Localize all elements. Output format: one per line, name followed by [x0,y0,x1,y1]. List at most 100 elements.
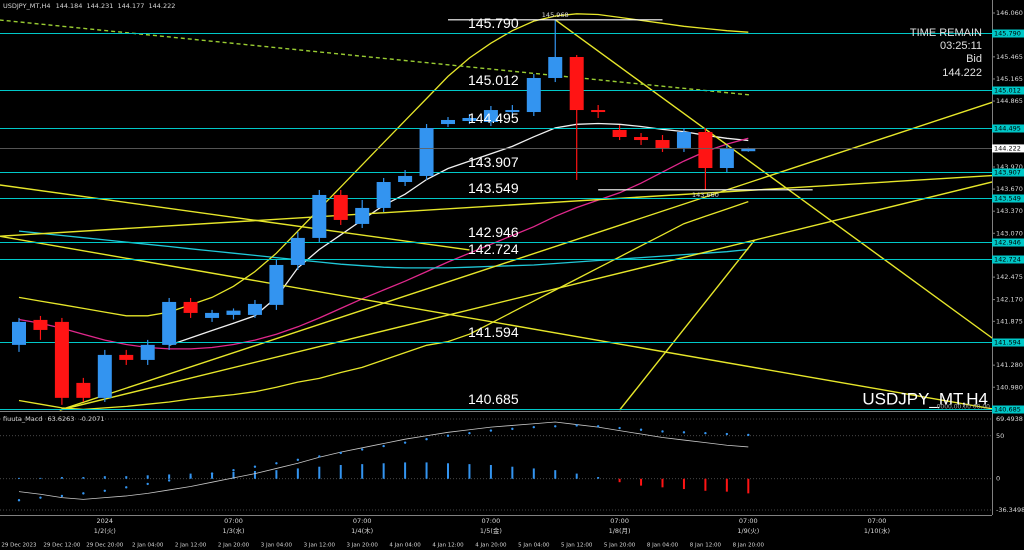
indicator-line [168,122,749,346]
level-box-label: 140.685 [994,406,1021,414]
y-tick-label: 143.970 [996,163,1023,171]
candle-body [162,301,177,345]
session-date: 1/5(金) [480,526,502,535]
candle-body [33,319,48,330]
macd-readout: -0.2071 [79,415,104,423]
macd-bar [682,478,685,490]
candle-body [269,264,284,305]
macd-bar [747,478,750,494]
candle-body [290,237,305,265]
x-tick-label: 5 Jan 12:00 [561,543,593,549]
level-label: 142.946 [468,224,519,240]
macd-pane [0,418,992,511]
y-tick-label: 146.060 [996,9,1023,17]
signal-dot [639,428,643,431]
signal-dot [339,451,342,455]
signal-dot [17,499,21,502]
candle-body [226,310,241,315]
current-price-label: 144.222 [994,144,1021,152]
level-label: 141.594 [468,324,519,340]
macd-readout: 63.6263 [47,415,74,423]
candle-body [634,136,649,141]
symbol: USDJPY_MT,H4 [3,2,50,10]
timer-remaining: 03:25:11 [940,40,982,52]
quote-label: Bid [966,53,982,65]
signal-dot [575,424,578,427]
level-box-label: 144.495 [994,125,1021,133]
level-box [992,194,1024,203]
macd-bar [60,477,63,479]
trendline [0,235,992,410]
x-tick-label: 4 Jan 12:00 [432,543,464,549]
session-time: 2024 [97,517,114,525]
candle-body [462,117,477,122]
signal-dot [489,429,493,432]
session-date: 1/10(水) [864,526,890,535]
signal-dot [382,444,385,448]
macd-bar [404,462,407,479]
macd-bar [489,464,492,479]
x-tick-label: 3 Jan 04:00 [261,543,293,549]
x-tick-label: 5 Jan 20:00 [604,543,636,549]
signal-dot [146,482,149,486]
signal-dot [125,486,128,489]
x-tick-label: 3 Jan 20:00 [347,543,379,549]
x-tick-label: 5 Jan 04:00 [518,543,550,549]
signal-dot [725,432,729,436]
x-tick-label: 29 Dec 20:00 [86,543,123,549]
trendline [554,19,992,339]
trendline [59,101,992,411]
indicator-line [18,13,749,317]
macd-title: fiuuta_Macd [3,415,42,423]
macd-tick-label: 69.4938 [996,415,1023,423]
candle-body [483,110,498,122]
level-box-label: 143.907 [994,169,1021,177]
x-tick-label: 3 Jan 12:00 [304,543,336,549]
chart-header: USDJPY_MT,H4 144.184 144.231 144.177 144… [3,2,175,10]
trendline [0,184,470,251]
overlay: 146.060 145.465 145.165 144.865 143.970 143.6… [1,9,1024,549]
session-time: 07:00 [868,517,887,525]
macd-bar [318,466,321,479]
signal-dot [554,425,557,428]
indicator-line [18,230,749,269]
open-value: 144.184 [56,2,83,10]
x-tick-label: 2 Jan 20:00 [218,543,250,549]
bid-value: 144.222 [942,67,982,79]
level-label: 145.790 [468,15,519,31]
level-label: 140.685 [468,391,519,407]
candle-body [119,354,134,360]
macd-bar [425,462,428,479]
candle-body [419,128,434,176]
candle-body [247,303,262,315]
macd-bar [554,470,557,479]
signal-dot [468,431,471,435]
macd-bar [39,477,42,479]
y-tick-label: 140.980 [996,383,1023,391]
macd-tick-label: -36.3498 [996,506,1024,514]
candle-body [97,354,112,398]
macd-bar [146,475,149,479]
level-label: 144.495 [468,110,519,126]
x-tick-label: 4 Jan 20:00 [475,543,507,549]
macd-bar [382,463,385,479]
session-date: 1/4(木) [351,526,373,535]
level-box-label: 142.946 [994,239,1021,247]
level-box [992,124,1024,133]
candle-body [612,130,627,137]
signal-dot [253,465,257,468]
session-date: 1/8(月) [609,527,631,535]
signal-dot [682,431,686,434]
level-box [992,338,1024,347]
candle-body [205,312,220,318]
price-pane [0,13,992,411]
x-tick-label: 8 Jan 04:00 [647,543,679,549]
candle-body [76,382,91,398]
macd-bar [725,478,728,492]
y-tick-label: 145.465 [996,53,1023,61]
macd-bar [468,464,471,479]
level-box [992,238,1024,247]
candle-body [54,321,69,398]
